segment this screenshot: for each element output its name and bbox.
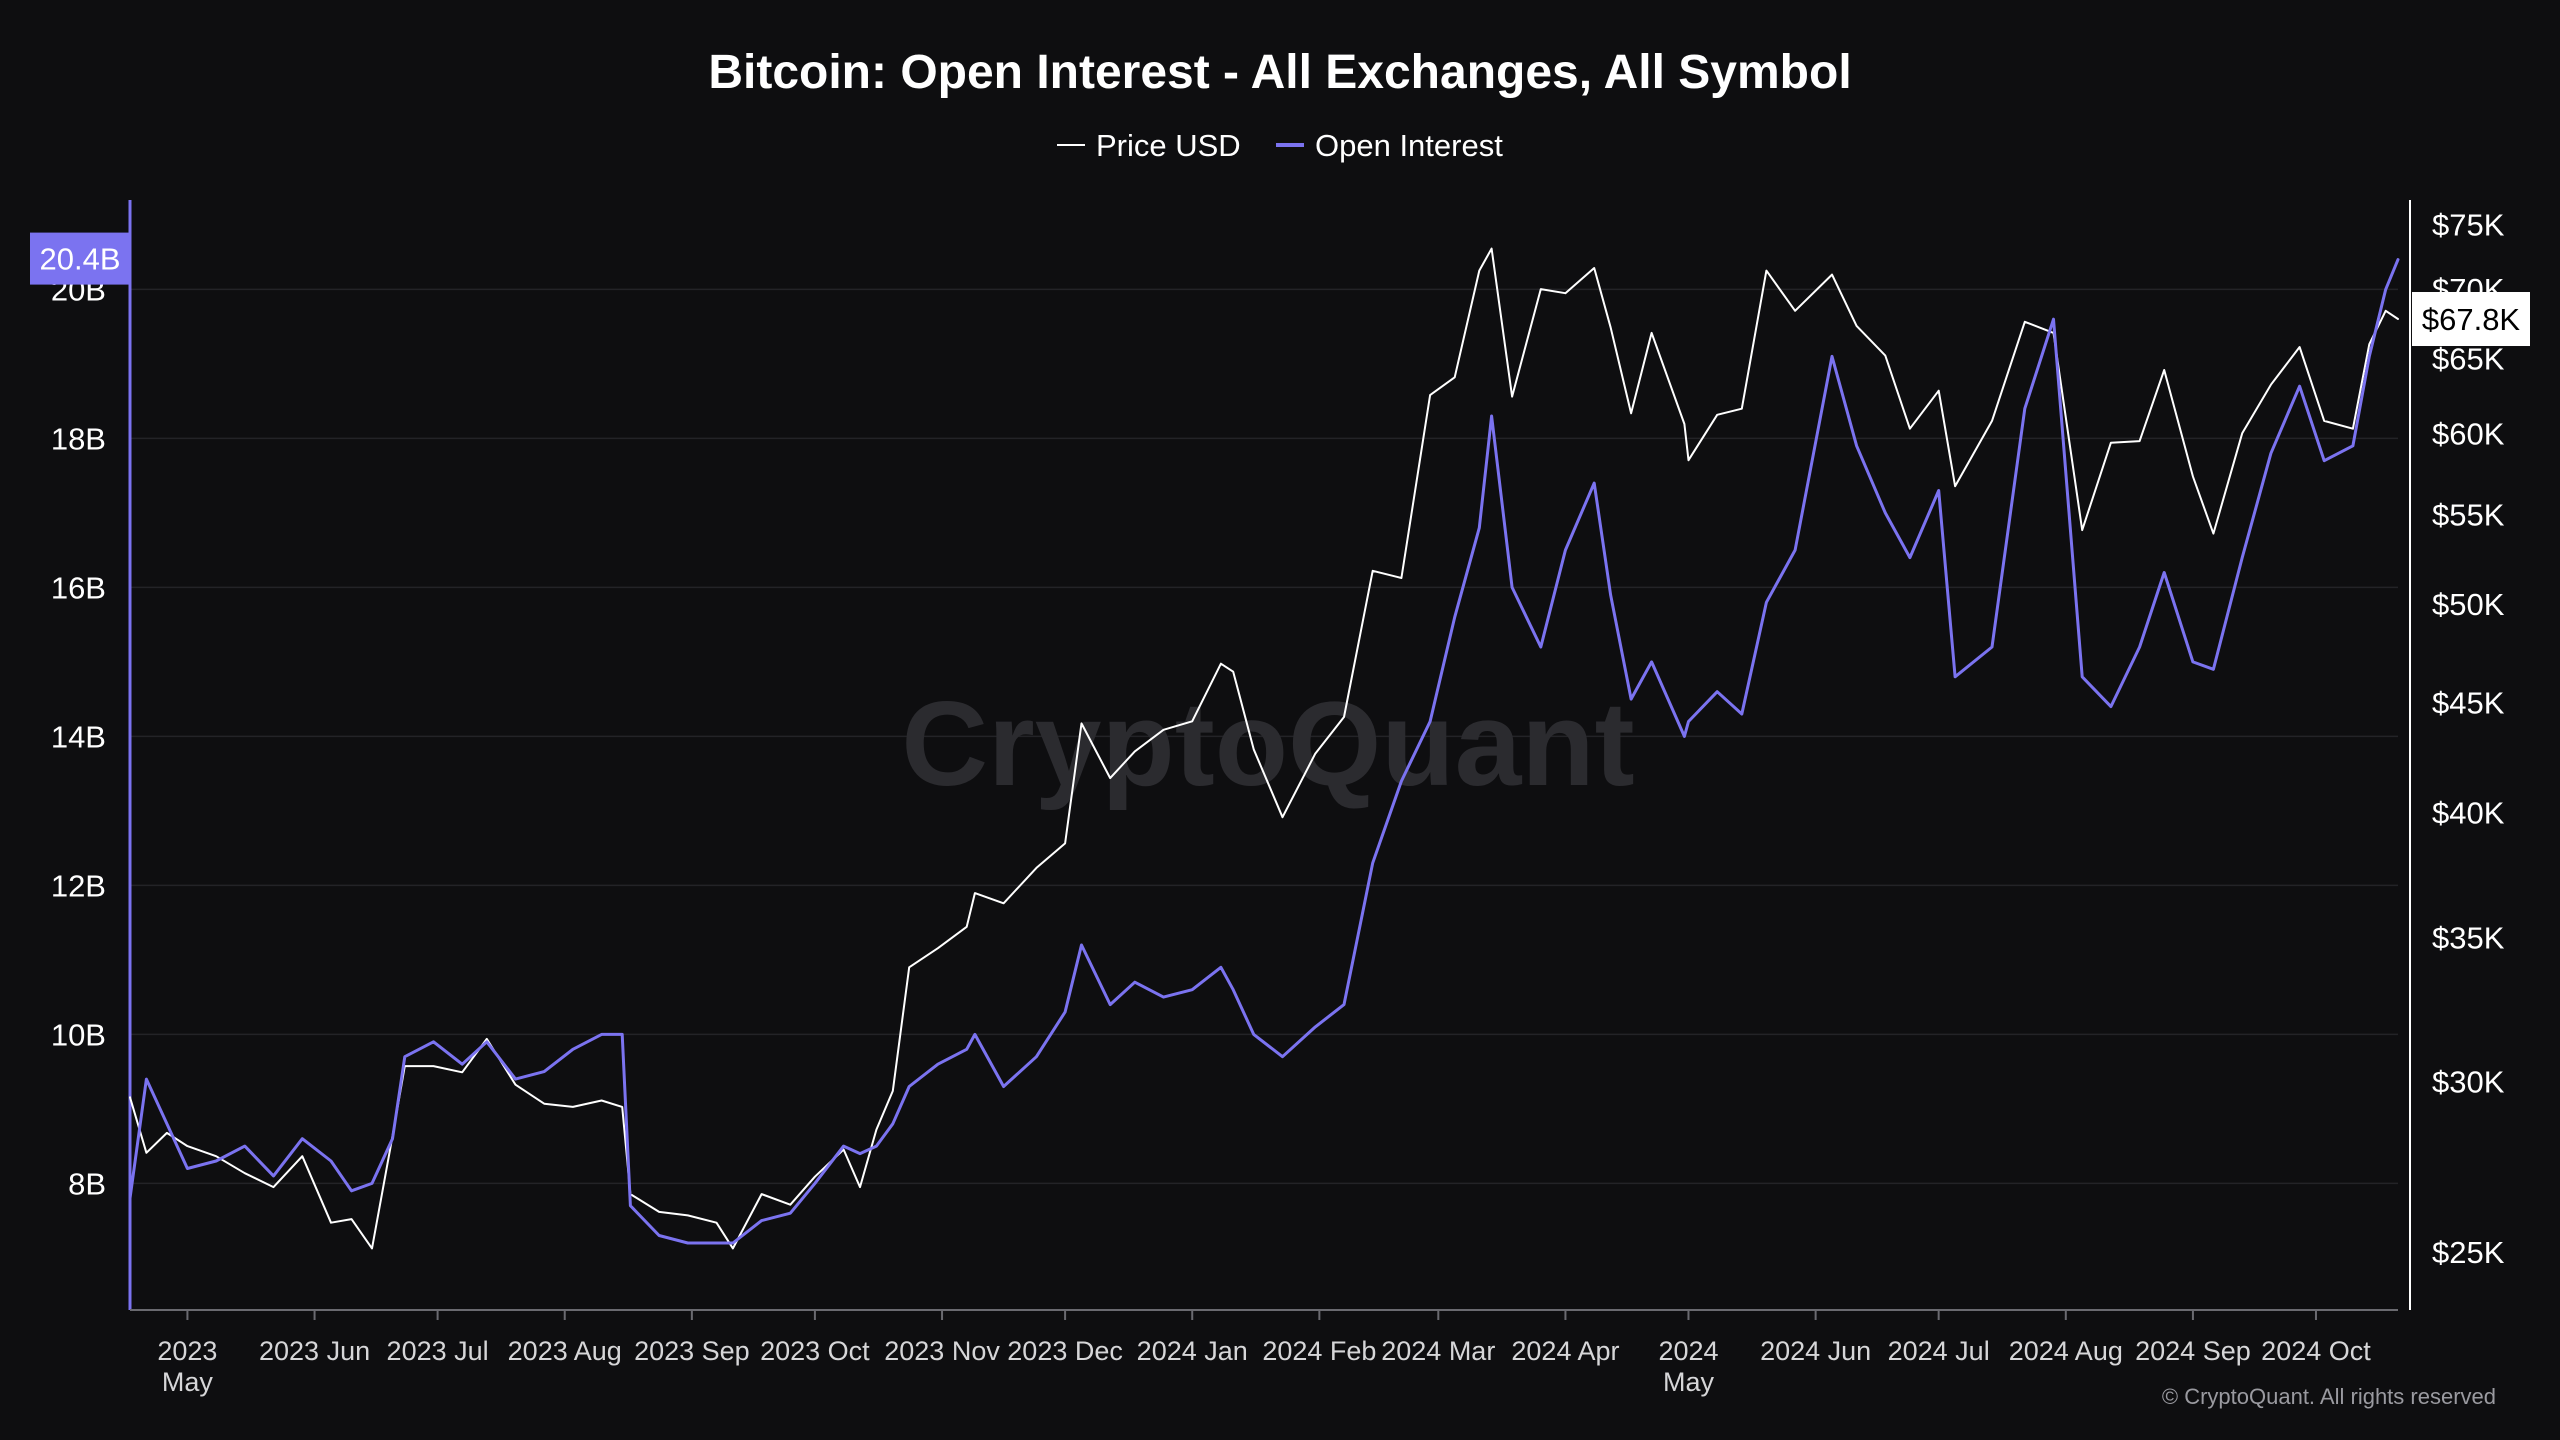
series-layer <box>128 247 2400 1250</box>
axis-layer: 8B10B12B14B16B18B20B$25K$30K$35K$40K$45K… <box>51 200 2505 1397</box>
y-left-tick-8b: 8B <box>68 1166 106 1201</box>
series-line-open-interest <box>128 258 2400 1245</box>
watermark: CryptoQuant <box>901 677 1634 811</box>
x-tick-label-2024-07-01: 2024 Jul <box>1888 1336 1990 1366</box>
y-left-tick-12b: 12B <box>51 868 106 903</box>
y-right-tick-45k: $45K <box>2432 685 2505 720</box>
y-right-tick-40k: $40K <box>2432 796 2505 831</box>
x-tick-sublabel-2024-05-01: May <box>1663 1367 1715 1397</box>
x-tick-label-2023-09-01: 2023 Sep <box>634 1336 750 1366</box>
x-tick-label-2024-06-01: 2024 Jun <box>1760 1336 1871 1366</box>
current-open-interest-badge <box>30 232 130 285</box>
x-tick-label-2024-04-01: 2024 Apr <box>1511 1336 1619 1366</box>
x-tick-label-2023-08-01: 2023 Aug <box>508 1336 622 1366</box>
y-right-tick-65k: $65K <box>2432 341 2505 376</box>
y-left-tick-16b: 16B <box>51 570 106 605</box>
legend-label-open-interest[interactable]: Open Interest <box>1315 128 1503 163</box>
x-tick-label-2024-01-01: 2024 Jan <box>1137 1336 1248 1366</box>
x-tick-label-2023-10-01: 2023 Oct <box>760 1336 870 1366</box>
x-tick-label-2023-06-01: 2023 Jun <box>259 1336 370 1366</box>
current-price-badge-label: $67.8K <box>2422 302 2521 337</box>
x-tick-label-2023-11-01: 2023 Nov <box>884 1336 1000 1366</box>
y-right-tick-75k: $75K <box>2432 208 2505 243</box>
x-tick-label-2024-10-01: 2024 Oct <box>2261 1336 2371 1366</box>
y-right-tick-35k: $35K <box>2432 920 2505 955</box>
x-tick-label-2023-12-01: 2023 Dec <box>1007 1336 1123 1366</box>
y-right-tick-55k: $55K <box>2432 498 2505 533</box>
legend-label-price[interactable]: Price USD <box>1096 128 1241 163</box>
y-right-tick-30k: $30K <box>2432 1065 2505 1100</box>
x-tick-sublabel-2023-05-01: May <box>162 1367 214 1397</box>
y-left-tick-14b: 14B <box>51 719 106 754</box>
x-tick-label-2024-05-01: 2024 <box>1658 1336 1718 1366</box>
badge-layer: 20.4B $67.8K <box>30 232 2530 347</box>
current-open-interest-badge-label: 20.4B <box>39 242 120 277</box>
y-right-tick-50k: $50K <box>2432 587 2505 622</box>
copyright-notice: © CryptoQuant. All rights reserved <box>2162 1384 2496 1409</box>
grid-layer <box>130 288 2398 1185</box>
x-tick-label-2024-03-01: 2024 Mar <box>1381 1336 1495 1366</box>
x-tick-label-2023-05-01: 2023 <box>157 1336 217 1366</box>
y-left-tick-10b: 10B <box>51 1017 106 1052</box>
x-tick-label-2024-08-01: 2024 Aug <box>2009 1336 2123 1366</box>
legend: Price USD Open Interest <box>1057 128 1503 163</box>
y-right-tick-60k: $60K <box>2432 416 2505 451</box>
x-tick-label-2024-09-01: 2024 Sep <box>2135 1336 2251 1366</box>
current-price-badge <box>2412 292 2530 347</box>
x-tick-label-2023-07-01: 2023 Jul <box>387 1336 489 1366</box>
chart-title: Bitcoin: Open Interest - All Exchanges, … <box>708 46 1851 99</box>
x-tick-label-2024-02-01: 2024 Feb <box>1262 1336 1376 1366</box>
y-right-tick-25k: $25K <box>2432 1235 2505 1270</box>
y-left-tick-18b: 18B <box>51 421 106 456</box>
